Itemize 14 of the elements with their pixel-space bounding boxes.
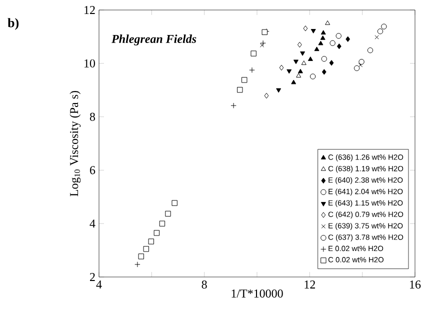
text: b) [8, 18, 19, 30]
x-axis-title: 1/T*10000 [232, 289, 283, 298]
x-tick-label: 8 [202, 280, 207, 289]
y-tick-label: 10 [84, 59, 96, 68]
y-tick-label: 12 [84, 6, 95, 14]
x-tick-label: 4 [96, 280, 102, 288]
annotation: Phlegrean Fields [112, 34, 196, 46]
x-tick-label: 12 [304, 280, 315, 288]
y-tick-label: 6 [90, 166, 96, 174]
y-axis-title: Log$_{10}$ Viscosity (Pa s) [70, 90, 81, 196]
y-tick-label: 2 [90, 273, 95, 281]
y-tick-label: 4 [90, 220, 96, 228]
y-tick-label: 8 [90, 112, 96, 121]
x-tick-label: 16 [410, 280, 421, 289]
